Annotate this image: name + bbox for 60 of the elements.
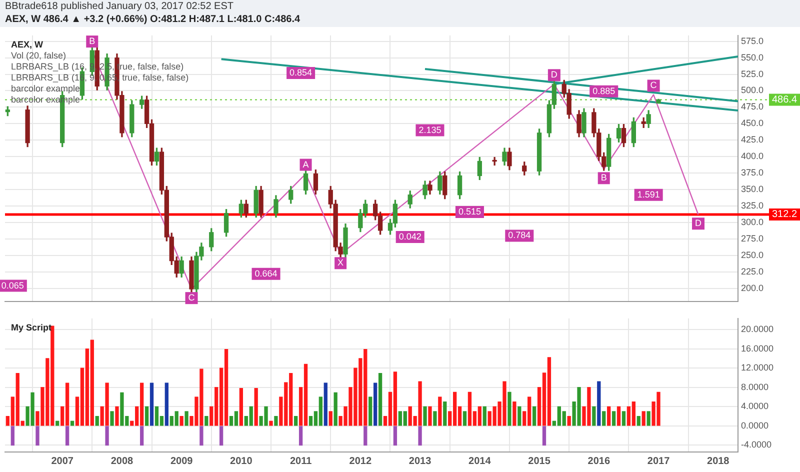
x-tick-label: 2012 [349, 456, 372, 467]
y-tick-label: 12.0000 [741, 362, 774, 373]
annotation: C [188, 292, 196, 303]
x-tick-label: 2009 [170, 456, 194, 467]
x-tick-label: 2008 [110, 456, 134, 467]
y-tick-label: 450.0 [741, 118, 764, 128]
ref-line-label: 486.4 [772, 94, 798, 106]
y-tick-label: 250.0 [741, 250, 764, 260]
x-tick-label: 2011 [290, 456, 312, 467]
annotation: 0.854 [290, 67, 312, 78]
x-tick-label: 2018 [707, 456, 730, 467]
annotation: 0.042 [398, 232, 422, 242]
annotation: Vol (20, false) [11, 50, 66, 60]
annotation: 0.885 [592, 86, 616, 96]
x-tick-label: 2014 [468, 456, 492, 467]
annotation: My Script [11, 322, 52, 332]
y-tick-label: 275.0 [741, 233, 764, 244]
x-tick-label: 2013 [408, 456, 432, 467]
annotation: X [338, 258, 344, 268]
annotation: 0.784 [508, 230, 531, 240]
x-tick-label: 2007 [51, 456, 74, 467]
annotation: 0.515 [458, 206, 481, 216]
annotation: B [600, 172, 607, 183]
annotation: 0.664 [254, 268, 278, 278]
annotation: barcolor example [11, 83, 80, 94]
y-tick-label: 20.0000 [741, 324, 774, 334]
y-tick-label: 575.0 [741, 36, 764, 46]
x-tick-label: 2017 [647, 456, 670, 467]
y-tick-label: 525.0 [741, 68, 764, 79]
y-tick-label: 475.0 [741, 102, 764, 112]
y-tick-label: 375.0 [741, 168, 764, 178]
y-tick-label: 400.0 [741, 151, 764, 162]
annotation: 0.065 [1, 280, 24, 290]
y-tick-label: 350.0 [741, 184, 764, 194]
y-tick-label: 300.0 [741, 217, 764, 228]
y-tick-label: 16.0000 [741, 343, 774, 354]
annotation: 1.591 [637, 189, 660, 200]
annotation: AEX, W [11, 39, 44, 50]
y-tick-label: 0.0000 [741, 420, 769, 430]
x-tick-label: 2016 [588, 456, 610, 467]
y-tick-label: -4.0000 [741, 440, 772, 450]
annotation: A [302, 159, 309, 170]
y-tick-label: 500.0 [741, 85, 764, 96]
y-tick-label: 225.0 [741, 266, 764, 276]
chart-subtitle: AEX, W 486.4 ▲ +3.2 (+0.66%) O:481.2 H:487.1 L:481.0 C:486.4 [5, 13, 302, 26]
x-tick-label: 2010 [230, 456, 253, 467]
annotation: D [550, 70, 558, 80]
y-tick-label: 425.0 [741, 134, 764, 145]
annotation: B [89, 36, 96, 46]
y-tick-label: 4.0000 [741, 401, 769, 412]
chart-title: BBtrade618 published January 03, 2017 02:52 EST [5, 0, 234, 13]
annotation: C [650, 80, 658, 90]
y-tick-label: 8.0000 [741, 382, 769, 392]
x-tick-label: 2015 [528, 456, 551, 467]
y-tick-label: 200.0 [741, 282, 764, 293]
y-tick-label: 550.0 [741, 52, 764, 62]
annotation: 2.135 [418, 124, 442, 135]
annotation: D [695, 218, 702, 228]
y-tick-label: 325.0 [741, 200, 764, 211]
ref-line-label: 312.2 [772, 209, 798, 220]
